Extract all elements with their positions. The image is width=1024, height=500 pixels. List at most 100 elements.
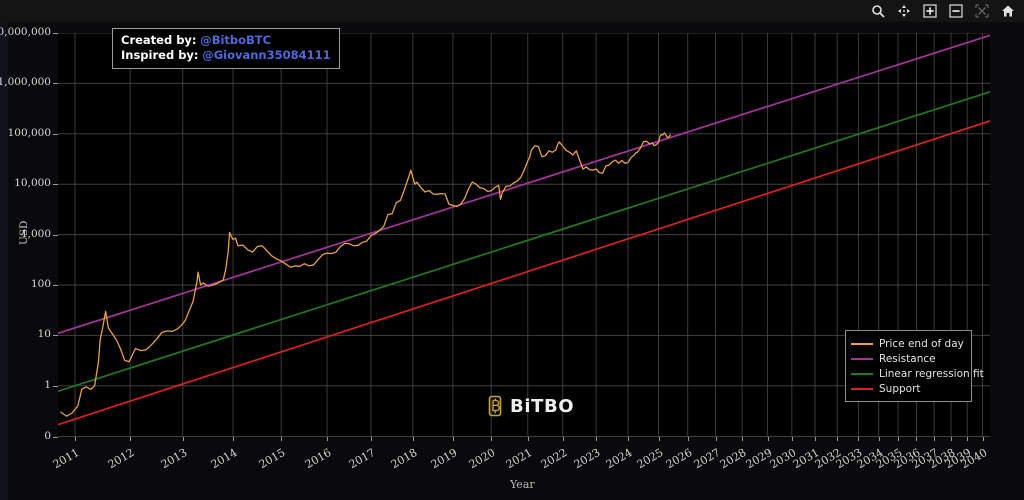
x-tick-mark (934, 437, 936, 441)
legend-label: Support (879, 382, 921, 395)
y-tick-mark (53, 234, 58, 236)
zoom-in-icon[interactable] (922, 3, 938, 19)
x-tick-mark (916, 437, 918, 441)
legend-label: Resistance (879, 352, 936, 365)
x-tick-mark (562, 437, 564, 441)
left-edge-strip (0, 0, 8, 500)
y-tick-label: 10,000,000 (0, 26, 51, 38)
x-tick-label: 2017 (346, 446, 378, 472)
plot-area[interactable] (58, 33, 990, 437)
x-tick-label: 2020 (466, 446, 498, 472)
bitbo-logo-icon (488, 395, 502, 417)
legend-item[interactable]: Support (851, 381, 965, 396)
credit-created-row: Created by: @BitboBTC (121, 33, 331, 48)
x-tick-mark (412, 437, 414, 441)
y-tick-label: 1,000,000 (0, 76, 51, 89)
chart-legend[interactable]: Price end of day Resistance Linear regress… (845, 330, 984, 402)
price-series-line (60, 132, 671, 417)
x-tick-mark (982, 437, 984, 441)
x-tick-mark (130, 437, 132, 441)
x-tick-mark (791, 437, 793, 441)
x-tick-label: 2018 (388, 446, 420, 472)
y-tick-mark (53, 335, 58, 337)
y-tick-label: 10 (37, 328, 51, 341)
credit-inspired-key: Inspired by: (121, 48, 199, 62)
chart-toolbar[interactable] (870, 2, 1016, 20)
x-tick-label: 2011 (50, 446, 82, 472)
y-tick-mark (53, 133, 58, 135)
x-tick-mark (628, 437, 630, 441)
y-tick-mark (53, 33, 58, 34)
x-tick-label: 2026 (663, 446, 695, 472)
x-tick-mark (967, 437, 969, 441)
pan-icon[interactable] (896, 3, 912, 19)
y-tick-mark (53, 285, 58, 286)
zoom-out-icon[interactable] (948, 3, 964, 19)
x-tick-mark (715, 437, 717, 441)
top-bar (0, 0, 1024, 22)
bitbo-watermark-text: BiTBO (510, 395, 575, 417)
x-tick-mark (687, 437, 689, 441)
credit-created-value: @BitboBTC (200, 33, 272, 47)
x-tick-mark (281, 437, 283, 441)
y-tick-label: 100 (30, 278, 51, 290)
y-tick-label: 1,000 (20, 227, 51, 240)
y-tick-label: 0 (44, 430, 51, 442)
x-tick-mark (491, 437, 493, 441)
x-tick-label: 2014 (208, 446, 240, 472)
legend-swatch (851, 387, 873, 390)
x-tick-mark (370, 437, 372, 441)
x-tick-mark (767, 437, 769, 441)
x-tick-mark (815, 437, 817, 441)
legend-label: Linear regression fit (879, 367, 984, 380)
x-tick-label: 2024 (603, 446, 635, 472)
x-tick-mark (452, 437, 454, 441)
legend-item[interactable]: Price end of day (851, 336, 965, 351)
y-tick-mark (53, 385, 58, 387)
y-tick-mark (53, 83, 58, 85)
x-tick-label: 2021 (503, 446, 535, 472)
bitbo-watermark: BiTBO (487, 395, 574, 417)
credit-annotation: Created by: @BitboBTC Inspired by: @Giov… (112, 28, 340, 69)
gridlines (58, 33, 990, 437)
x-tick-label: 2013 (158, 446, 190, 472)
legend-item[interactable]: Resistance (851, 351, 965, 366)
legend-label: Price end of day (879, 337, 964, 350)
credit-inspired-value: @Giovann35084111 (202, 48, 331, 62)
autoscale-icon[interactable] (974, 3, 990, 19)
x-tick-mark (837, 437, 839, 441)
y-tick-label: 10,000 (14, 177, 51, 190)
legend-item[interactable]: Linear regression fit (851, 366, 984, 381)
x-tick-label: 2019 (428, 446, 460, 472)
x-tick-label: 2025 (634, 446, 666, 472)
x-tick-label: 2015 (256, 446, 288, 472)
home-icon[interactable] (1000, 3, 1016, 19)
legend-swatch (851, 357, 873, 360)
x-tick-mark (658, 437, 660, 441)
x-tick-mark (878, 437, 880, 441)
x-tick-mark (75, 437, 77, 441)
x-axis-title: Year (510, 478, 535, 491)
x-tick-mark (742, 437, 744, 441)
y-tick-label: 100,000 (7, 126, 51, 139)
x-tick-mark (897, 437, 899, 441)
x-tick-mark (596, 437, 598, 441)
zoom-icon[interactable] (870, 3, 886, 19)
legend-swatch (851, 372, 873, 375)
x-tick-mark (951, 437, 953, 441)
x-tick-label: 2022 (538, 446, 570, 472)
x-tick-mark (182, 437, 184, 441)
credit-created-key: Created by: (121, 33, 197, 47)
y-tick-label: 1 (44, 378, 51, 391)
x-tick-mark (858, 437, 860, 441)
legend-swatch (851, 342, 873, 345)
x-tick-label: 2016 (302, 446, 334, 472)
y-tick-mark (53, 184, 58, 186)
x-tick-mark (233, 437, 235, 441)
x-tick-label: 2023 (571, 446, 603, 472)
x-tick-mark (327, 437, 329, 441)
trend-lines (58, 34, 990, 426)
x-tick-label: 2012 (105, 446, 137, 472)
y-tick-mark (53, 437, 58, 438)
